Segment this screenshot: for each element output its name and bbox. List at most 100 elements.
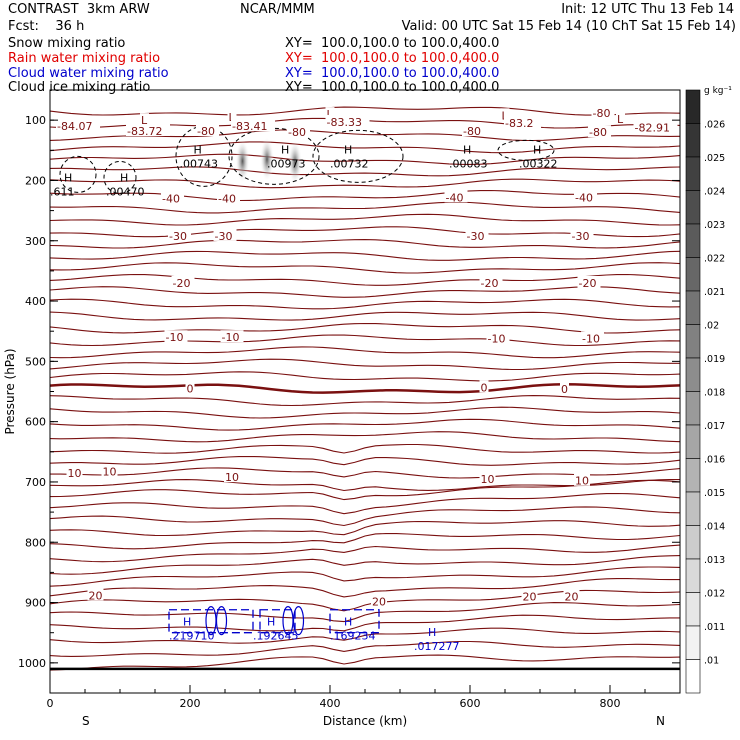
isotherm-label: L [141, 114, 148, 127]
isotherm-line [49, 555, 681, 575]
x-tick-label: 200 [180, 697, 201, 710]
isotherm-line [49, 166, 681, 177]
extremum-value-label: .169234 [330, 630, 376, 643]
isotherm-line [49, 334, 681, 347]
y-tick-label: 200 [25, 174, 46, 187]
colorbar-segment [685, 625, 701, 660]
field-xy-cloud-ice: XY= 100.0,100.0 to 100.0,400.0 [285, 80, 500, 95]
isotherm-line [49, 506, 681, 527]
cloud-water-contour [292, 606, 305, 636]
colorbar-label: .024 [704, 187, 725, 198]
high-marker: H [344, 616, 352, 629]
high-marker: H [267, 616, 275, 629]
isotherm-line [49, 141, 681, 154]
colorbar-unit: g kg⁻¹ [704, 86, 732, 96]
field-xy-snow: XY= 100.0,100.0 to 100.0,400.0 [285, 36, 500, 51]
x-tick-label: 600 [460, 697, 481, 710]
isotherm-label: -10 [222, 331, 240, 344]
isotherm-label: 20 [565, 591, 579, 604]
isotherm-line [49, 566, 681, 587]
isotherm-line [49, 627, 681, 644]
isotherm-line [49, 201, 681, 214]
forecast-hour: Fcst: 36 h [8, 19, 85, 34]
y-axis-title: Pressure (hPa) [3, 348, 17, 434]
isotherm-label: -40 [575, 191, 593, 204]
isotherm-line [49, 346, 681, 359]
colorbar-label: .026 [704, 120, 725, 131]
colorbar-label: .019 [704, 354, 725, 365]
y-tick-label: 100 [25, 114, 46, 127]
cloud-ice-contour [312, 129, 404, 183]
colorbar-label: .01 [704, 656, 719, 667]
cloud-water-contour [329, 609, 380, 634]
y-tick-label: 600 [25, 416, 46, 429]
x-axis-title: Distance (km) [323, 714, 407, 728]
field-name-snow: Snow mixing ratio [8, 36, 126, 51]
isotherm-label: 0 [481, 381, 488, 394]
extremum-value-label: .00322 [519, 158, 558, 171]
isotherm-label: -80 [288, 126, 306, 139]
extremum-value-label: .00083 [449, 158, 488, 171]
colorbar-segment [685, 659, 701, 694]
isotherm-label: -10 [488, 332, 506, 345]
isotherm-line [49, 654, 681, 671]
colorbar-segment [685, 592, 701, 627]
isotherm-line [49, 153, 681, 165]
valid-time: Valid: 00 UTC Sat 15 Feb 14 (10 ChT Sat … [401, 19, 736, 34]
cloud-water-contour [168, 609, 254, 634]
isotherm-label: -83.2 [505, 117, 533, 130]
colorbar-label: .02 [704, 321, 719, 332]
colorbar-segment [685, 357, 701, 392]
colorbar-segment [685, 491, 701, 526]
isotherm-label: -80 [463, 125, 481, 138]
isotherm-label: 10 [481, 473, 495, 486]
isotherm-label: 10 [103, 466, 117, 479]
colorbar-label: .021 [704, 287, 725, 298]
snow-blob [288, 140, 302, 185]
high-marker: H [344, 144, 352, 157]
colorbar-segment [685, 290, 701, 325]
colorbar-segment [685, 89, 701, 124]
isotherm-line [49, 358, 680, 371]
colorbar-label: .025 [704, 153, 725, 164]
field-xy-rain: XY= 100.0,100.0 to 100.0,400.0 [285, 51, 500, 66]
isotherm-line [49, 250, 681, 261]
x-end-label-south: S [82, 714, 90, 728]
colorbar-segment [685, 391, 701, 426]
isotherm-line [49, 443, 681, 454]
isotherm-line [49, 262, 681, 274]
isotherm-label: -40 [218, 193, 236, 206]
high-marker: H [194, 144, 202, 157]
colorbar-label: .013 [704, 555, 725, 566]
model-title: CONTRAST 3km ARW [8, 2, 150, 17]
cloud-water-contour [259, 609, 296, 634]
colorbar-label: .016 [704, 455, 725, 466]
y-tick-label: 400 [25, 295, 46, 308]
colorbar-label: .011 [704, 622, 725, 633]
isotherm-label: 20 [89, 589, 103, 602]
high-marker: H [463, 144, 471, 157]
colorbar-label: .018 [704, 388, 725, 399]
isotherm-label: -30 [467, 230, 485, 243]
colorbar-segment [685, 257, 701, 292]
isotherm-line [49, 239, 681, 249]
isotherm-label: 0 [187, 382, 194, 395]
isotherm-label: 0 [561, 383, 568, 396]
isotherm-label: -30 [169, 230, 187, 243]
isotherm-line [49, 286, 681, 298]
isotherm-label: L [617, 113, 624, 126]
colorbar-label: .023 [704, 220, 725, 231]
isotherm-label: -10 [166, 331, 184, 344]
isotherm-label: -80 [593, 107, 611, 120]
isotherm-label: -40 [162, 193, 180, 206]
isotherm-line [49, 455, 681, 466]
cloud-water-contour [215, 606, 228, 636]
isotherm-label: -82.91 [635, 121, 670, 134]
x-tick-label: 0 [47, 697, 54, 710]
y-tick-label: 800 [25, 536, 46, 549]
isotherm-line [49, 213, 681, 226]
isotherm-label: -20 [579, 277, 597, 290]
cloud-ice-contour [103, 160, 137, 194]
isotherm-line [49, 178, 681, 189]
isotherm-line [49, 492, 681, 515]
